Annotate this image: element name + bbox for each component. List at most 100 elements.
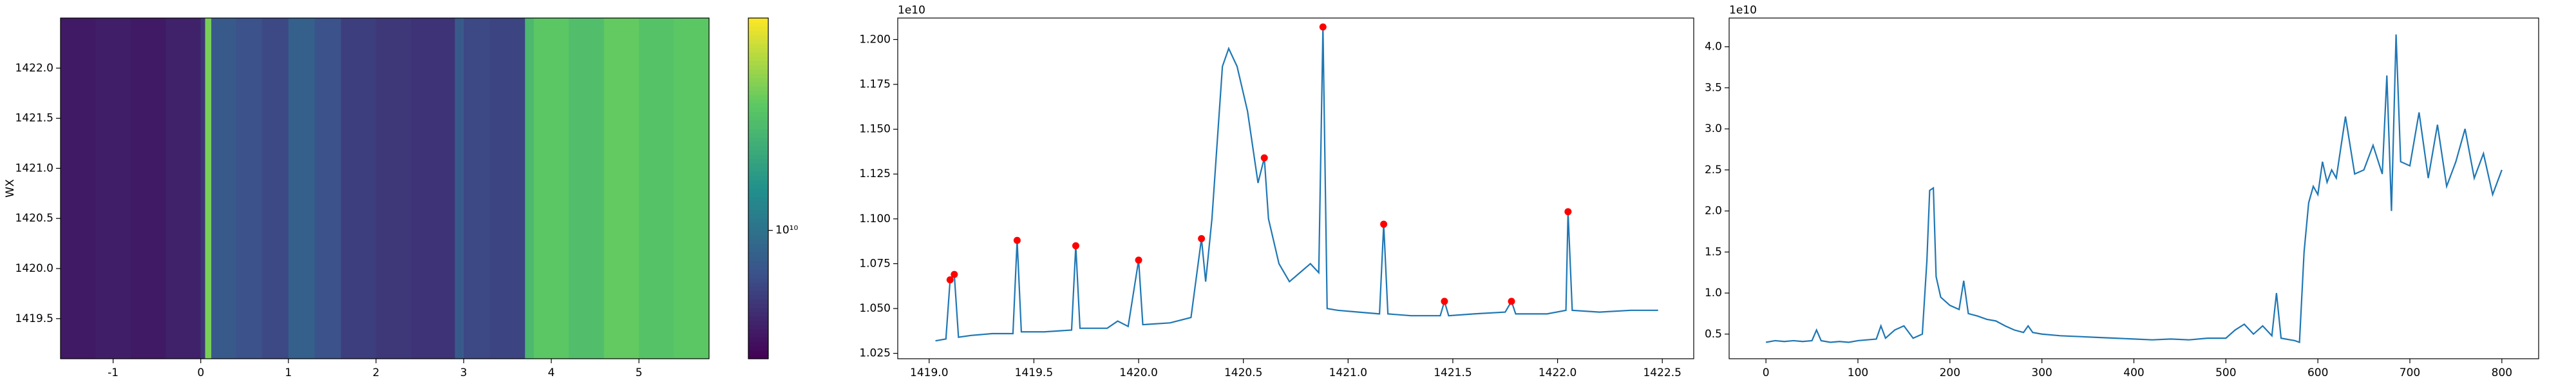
- heatmap-cell: [463, 18, 491, 359]
- heatmap-cell: [166, 18, 202, 359]
- colorbar-frame: [748, 17, 769, 359]
- colorbar-segment: [748, 325, 768, 330]
- heatmap-cell: [261, 18, 289, 359]
- colorbar-segment: [748, 205, 768, 211]
- x-tick-label: 600: [2307, 366, 2328, 379]
- y-tick-label: 1420.5: [15, 212, 53, 225]
- colorbar-segment: [748, 120, 768, 125]
- colorbar-segment: [748, 43, 768, 48]
- colorbar-segment: [748, 281, 768, 287]
- peak-marker: [1380, 220, 1388, 228]
- heatmap-cell: [489, 18, 526, 359]
- colorbar-segment: [748, 22, 768, 27]
- peak-marker: [1013, 236, 1021, 244]
- heatmap-cell: [95, 18, 131, 359]
- colorbar-segment: [748, 346, 768, 351]
- colorbar-segment: [748, 124, 768, 129]
- y-tick-label: 1420.0: [15, 262, 53, 275]
- colorbar-segment: [748, 146, 768, 151]
- heatmap-cell: [130, 18, 166, 359]
- peak-marker: [1564, 208, 1572, 216]
- peak-marker: [946, 276, 954, 283]
- heatmap-cell: [211, 18, 236, 359]
- colorbar-segment: [748, 128, 768, 134]
- colorbar-segment: [748, 149, 768, 155]
- colorbar-segment: [748, 175, 768, 180]
- y-tick-label: 1421.5: [15, 112, 53, 125]
- x-tick-label: 800: [2492, 366, 2512, 379]
- colorbar-segment: [748, 99, 768, 104]
- y-tick-label: 0.5: [1705, 328, 1722, 341]
- colorbar-segment: [748, 180, 768, 185]
- x-tick-label: 700: [2400, 366, 2420, 379]
- y-tick-label: 1422.0: [15, 62, 53, 75]
- heatmap-cell: [205, 18, 212, 359]
- heatmap-cell: [455, 18, 464, 359]
- colorbar-segment: [748, 137, 768, 142]
- heatmap-cell: [411, 18, 455, 359]
- colorbar-segment: [748, 64, 768, 70]
- y-tick-label: 3.5: [1705, 81, 1722, 94]
- colorbar-segment: [748, 337, 768, 343]
- colorbar-segment: [748, 350, 768, 355]
- y-tick-label: 1.050: [859, 302, 891, 315]
- colorbar-segment: [748, 214, 768, 219]
- x-tick-label: 5: [636, 366, 643, 379]
- colorbar-segment: [748, 278, 768, 283]
- colorbar-segment: [748, 312, 768, 317]
- colorbar-segment: [748, 154, 768, 159]
- colorbar-segment: [748, 286, 768, 291]
- y-offset-label: 1e10: [1729, 4, 1757, 17]
- x-tick-label: 200: [1940, 366, 1960, 379]
- data-line: [1765, 34, 2503, 344]
- y-tick-label: 4.0: [1705, 41, 1722, 53]
- heatmap-cell: [533, 18, 569, 359]
- y-tick-label: 2.0: [1705, 205, 1722, 218]
- colorbar-segment: [748, 269, 768, 274]
- colorbar-segment: [748, 82, 768, 87]
- x-tick-label: 400: [2123, 366, 2144, 379]
- heatmap-cell: [341, 18, 377, 359]
- heatmap-cell: [375, 18, 412, 359]
- axes-frame: [60, 17, 710, 359]
- x-tick-label: 500: [2215, 366, 2236, 379]
- y-tick-label: 1.200: [859, 33, 891, 46]
- y-tick-label: 1.075: [859, 257, 891, 270]
- colorbar-segment: [748, 69, 768, 74]
- colorbar-segment: [748, 231, 768, 236]
- heatmap-cell: [525, 18, 535, 359]
- colorbar-segment: [748, 184, 768, 189]
- x-tick-label: -1: [108, 366, 118, 379]
- heatmap-cell: [288, 18, 316, 359]
- heatmap-cell: [314, 18, 341, 359]
- colorbar-segment: [748, 290, 768, 296]
- y-tick-label: 3.0: [1705, 122, 1722, 135]
- colorbar-segment: [748, 18, 768, 23]
- y-tick-label: 1.5: [1705, 245, 1722, 258]
- peak-marker: [1198, 234, 1206, 242]
- peak-marker: [1072, 242, 1079, 250]
- x-tick-label: 1421.0: [1329, 366, 1367, 379]
- y-tick-label: 1.125: [859, 167, 891, 180]
- y-tick-label: 1.150: [859, 123, 891, 136]
- colorbar-segment: [748, 316, 768, 321]
- peak-marker: [1260, 154, 1268, 162]
- y-tick-label: 2.5: [1705, 164, 1722, 176]
- y-tick-label: 1.0: [1705, 287, 1722, 299]
- x-tick-label: 1419.0: [910, 366, 948, 379]
- colorbar-segment: [748, 56, 768, 61]
- x-tick-label: 1422.0: [1539, 366, 1577, 379]
- heatmap-cell: [61, 18, 96, 359]
- colorbar-segment: [748, 162, 768, 168]
- x-tick-label: 100: [1848, 366, 1868, 379]
- y-tick-label: 1.025: [859, 347, 891, 360]
- colorbar-segment: [748, 252, 768, 257]
- colorbar-segment: [748, 95, 768, 100]
- colorbar-segment: [748, 222, 768, 227]
- colorbar-segment: [748, 77, 768, 82]
- x-tick-label: 300: [2031, 366, 2052, 379]
- colorbar-segment: [748, 61, 768, 66]
- peak-marker: [951, 270, 958, 278]
- peak-marker: [1135, 256, 1142, 264]
